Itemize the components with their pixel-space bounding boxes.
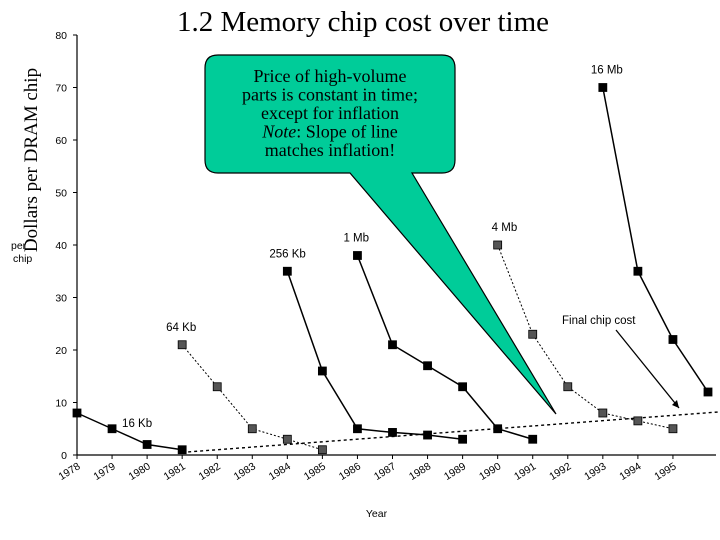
callout-line: parts is constant in time; [242,85,418,105]
x-tick-label: 1986 [337,460,363,483]
y-tick-label: 50 [55,188,67,200]
data-point [668,424,678,434]
data-point [423,430,432,440]
series-label: 4 Mb [492,222,518,234]
x-tick-label: 1979 [91,460,117,483]
y-tick-label: 40 [55,240,67,252]
x-tick-label: 1981 [162,460,188,483]
data-point [528,434,538,444]
y-tick-label: 80 [55,30,67,42]
series-label: 256 Kb [269,248,305,260]
series-line-5 [602,87,709,393]
x-tick-label: 1990 [477,460,503,483]
x-tick-label: 1983 [232,460,258,483]
y-tick-label: 0 [61,450,67,462]
series-line-4 [497,244,674,430]
data-point [493,424,503,434]
data-point [563,382,573,392]
x-tick-label: 1988 [407,460,433,483]
data-point [107,424,117,434]
data-point [493,240,503,250]
callout-line: Price of high-volume [254,66,407,86]
callout-bubble [204,54,557,415]
trend-line-group [182,411,720,454]
x-tick-label: 1978 [56,460,82,483]
data-point [528,329,538,339]
x-tick-label: 1993 [582,460,608,483]
data-point [388,428,397,437]
data-point [633,266,643,276]
x-tick-label: 1987 [372,460,398,483]
series-line-1 [181,344,323,451]
data-point [388,340,397,350]
series-label: 64 Kb [166,322,196,334]
data-point [633,416,643,426]
y-tick-label: 60 [55,135,67,147]
series-line-3 [356,255,533,440]
data-point [458,434,468,444]
x-tick-label: 1995 [652,460,678,483]
trend-label-arrow [615,329,680,409]
slide-title: 1.2 Memory chip cost over time [177,6,549,38]
data-point [142,440,152,449]
series-labels: 16 Kb 64 Kb 256 Kb 1 Mb 4 Mb 16 Mb Final chip … [122,65,680,430]
x-axis-title: Year [366,508,388,520]
callout-line: Note: Slope of line [261,122,398,142]
y-tick-label: 30 [55,293,67,305]
series-group [72,83,713,455]
data-point [72,408,82,418]
data-point [317,445,327,455]
data-point [212,382,222,392]
data-point [282,434,292,444]
trend-line-label: Final chip cost [562,315,636,327]
x-tick-label: 1992 [547,460,573,483]
x-tick-label: 1991 [512,460,538,483]
series-label: 16 Mb [591,65,623,77]
x-tick-label: 1982 [197,460,223,483]
y-axis-fragment-chip: chip [13,253,32,265]
x-tick-label: 1980 [127,460,153,483]
x-tick-label: 1984 [267,460,293,483]
data-point [458,382,468,392]
data-point [317,366,327,376]
data-point [247,424,257,434]
series-line-2 [286,271,463,440]
data-point [282,266,292,276]
y-tick-label: 20 [55,345,67,357]
x-tick-label: 1985 [302,460,328,483]
callout-line: matches inflation! [265,140,395,160]
y-axis-title: Dollars per DRAM chip [21,68,42,252]
data-point [177,340,187,350]
data-point [353,424,362,434]
arrow-head [672,400,679,408]
series-label: 1 Mb [343,233,369,245]
data-point [598,408,608,418]
data-point [598,83,608,92]
series-label: 16 Kb [122,418,152,430]
x-tick-label: 1994 [617,460,643,483]
trend-line [182,411,720,454]
data-point [423,361,432,371]
callout-line: except for inflation [261,103,399,123]
y-axis-fragment-per: per [11,240,27,252]
series-line-0 [76,412,183,451]
data-point [177,445,187,455]
y-tick-label: 70 [55,83,67,95]
data-point [703,387,713,397]
data-point [353,251,362,260]
x-tick-label: 1989 [442,460,468,483]
y-tick-label: 10 [55,398,67,410]
data-point [668,335,678,344]
